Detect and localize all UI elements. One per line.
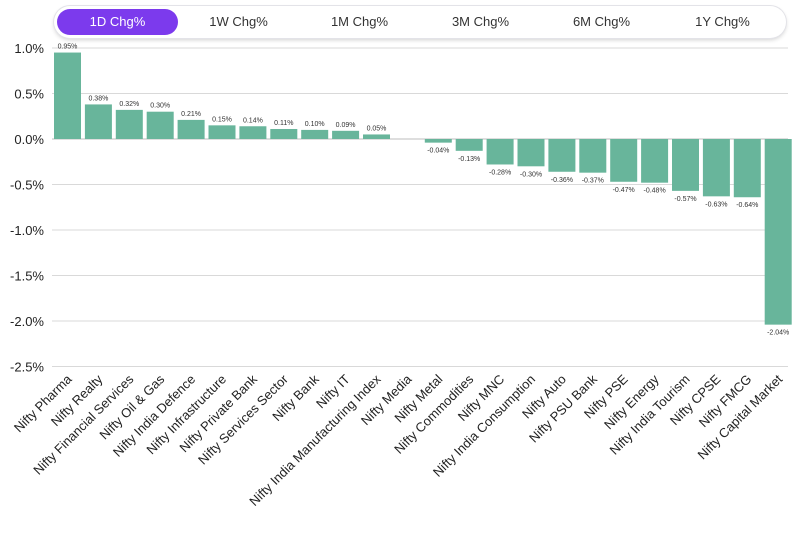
data-label: -0.13% xyxy=(458,156,480,163)
bar xyxy=(764,139,792,325)
bar xyxy=(270,128,298,139)
tab-1d[interactable]: 1D Chg% xyxy=(57,9,178,35)
bar xyxy=(301,129,329,139)
y-tick-label: -0.5% xyxy=(10,178,44,193)
bar xyxy=(424,139,452,143)
data-label: -0.47% xyxy=(613,187,635,194)
bar xyxy=(641,139,669,183)
y-tick-label: -1.0% xyxy=(10,223,44,238)
data-label: -0.37% xyxy=(582,178,604,185)
data-label: 0.09% xyxy=(336,122,356,129)
bar xyxy=(239,126,267,139)
tab-1m[interactable]: 1M Chg% xyxy=(330,14,389,29)
tab-1y[interactable]: 1Y Chg% xyxy=(695,14,750,29)
tab-1w[interactable]: 1W Chg% xyxy=(209,14,268,29)
bar xyxy=(332,130,360,139)
bar xyxy=(548,139,576,172)
data-label: -0.28% xyxy=(489,169,511,176)
tab-6m[interactable]: 6M Chg% xyxy=(572,14,631,29)
data-label: 0.05% xyxy=(367,125,387,132)
bar xyxy=(455,139,483,151)
bar xyxy=(702,139,730,197)
y-tick-label: 0.5% xyxy=(14,87,44,102)
y-tick-label: 1.0% xyxy=(14,41,44,56)
data-label: -0.04% xyxy=(427,148,449,155)
bar xyxy=(84,104,112,139)
bar xyxy=(579,139,607,173)
data-label: 0.21% xyxy=(181,111,201,118)
data-label: -0.57% xyxy=(674,196,696,203)
data-label: 0.38% xyxy=(88,95,108,102)
bar xyxy=(733,139,761,198)
data-label: -2.04% xyxy=(767,330,789,337)
data-label: 0.11% xyxy=(274,120,293,127)
bar xyxy=(146,111,174,139)
data-label: 0.32% xyxy=(119,101,139,108)
data-label: -0.30% xyxy=(520,171,542,178)
data-label: 0.30% xyxy=(150,103,170,110)
y-tick-label: 0.0% xyxy=(14,132,44,147)
y-tick-label: -2.5% xyxy=(10,360,44,375)
bar xyxy=(177,119,205,139)
y-tick-label: -1.5% xyxy=(10,269,44,284)
data-label: -0.48% xyxy=(644,188,666,195)
data-label: 0.14% xyxy=(243,117,263,124)
bar xyxy=(672,139,699,191)
data-label: -0.63% xyxy=(705,201,727,208)
bar xyxy=(208,125,236,139)
data-label: -0.64% xyxy=(736,202,758,209)
bar xyxy=(610,139,638,182)
data-label: 0.15% xyxy=(212,116,232,123)
data-label: -0.36% xyxy=(551,177,573,184)
y-tick-label: -2.0% xyxy=(10,314,44,329)
bar xyxy=(486,139,514,165)
bar xyxy=(363,134,390,139)
tab-3m[interactable]: 3M Chg% xyxy=(451,14,510,29)
bar xyxy=(115,109,143,139)
bar xyxy=(517,139,545,167)
period-tabs: 1D Chg% 1W Chg% 1M Chg% 3M Chg% 6M Chg% … xyxy=(54,6,786,38)
data-label: 0.95% xyxy=(58,44,78,51)
data-label: 0.10% xyxy=(305,121,325,128)
bar xyxy=(54,52,81,139)
